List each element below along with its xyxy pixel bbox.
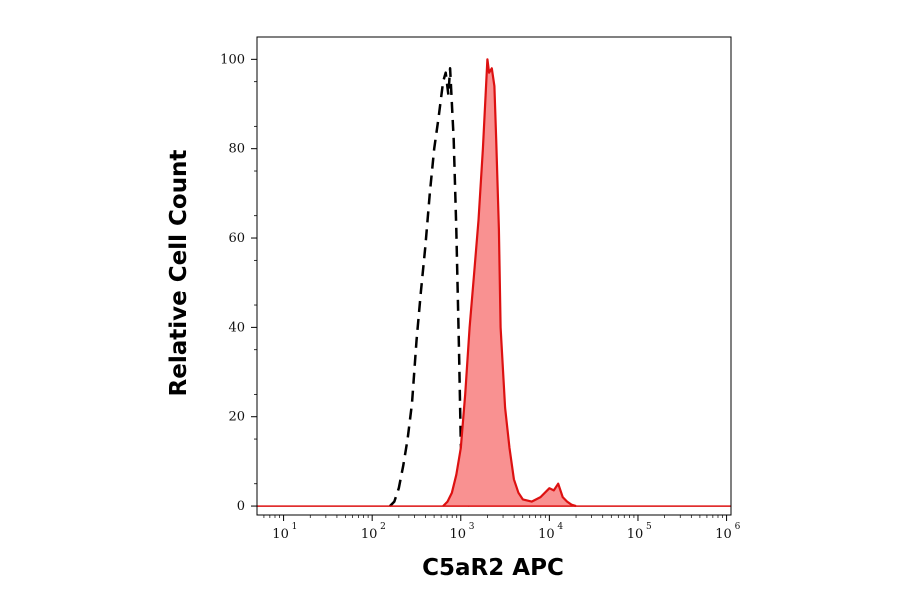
y-tick-label: 100 [220, 52, 245, 67]
x-tick-label: 10 [450, 527, 467, 542]
x-tick-exponent: 2 [380, 522, 386, 532]
y-tick-label: 20 [228, 410, 245, 425]
x-tick-label: 10 [627, 527, 644, 542]
x-tick-exponent: 5 [646, 522, 652, 532]
stained-sample-line [442, 58, 577, 508]
x-tick-label: 10 [361, 527, 378, 542]
x-axis-title: C5aR2 APC [422, 555, 564, 581]
y-axis-title: Relative Cell Count [166, 150, 192, 397]
x-tick-label: 10 [538, 527, 555, 542]
stained-sample-fill [443, 59, 576, 507]
x-tick-label: 10 [272, 527, 289, 542]
x-tick-label: 10 [715, 527, 732, 542]
y-tick-label: 80 [228, 142, 245, 157]
series-layer [257, 58, 731, 508]
y-tick-label: 60 [228, 231, 245, 246]
plot-frame [256, 36, 732, 516]
x-tick-exponent: 6 [735, 522, 741, 532]
x-tick-exponent: 3 [469, 522, 475, 532]
x-tick-exponent: 1 [292, 522, 298, 532]
x-tick-exponent: 4 [557, 522, 563, 532]
y-tick-label: 40 [228, 320, 245, 335]
y-tick-label: 0 [237, 499, 245, 514]
